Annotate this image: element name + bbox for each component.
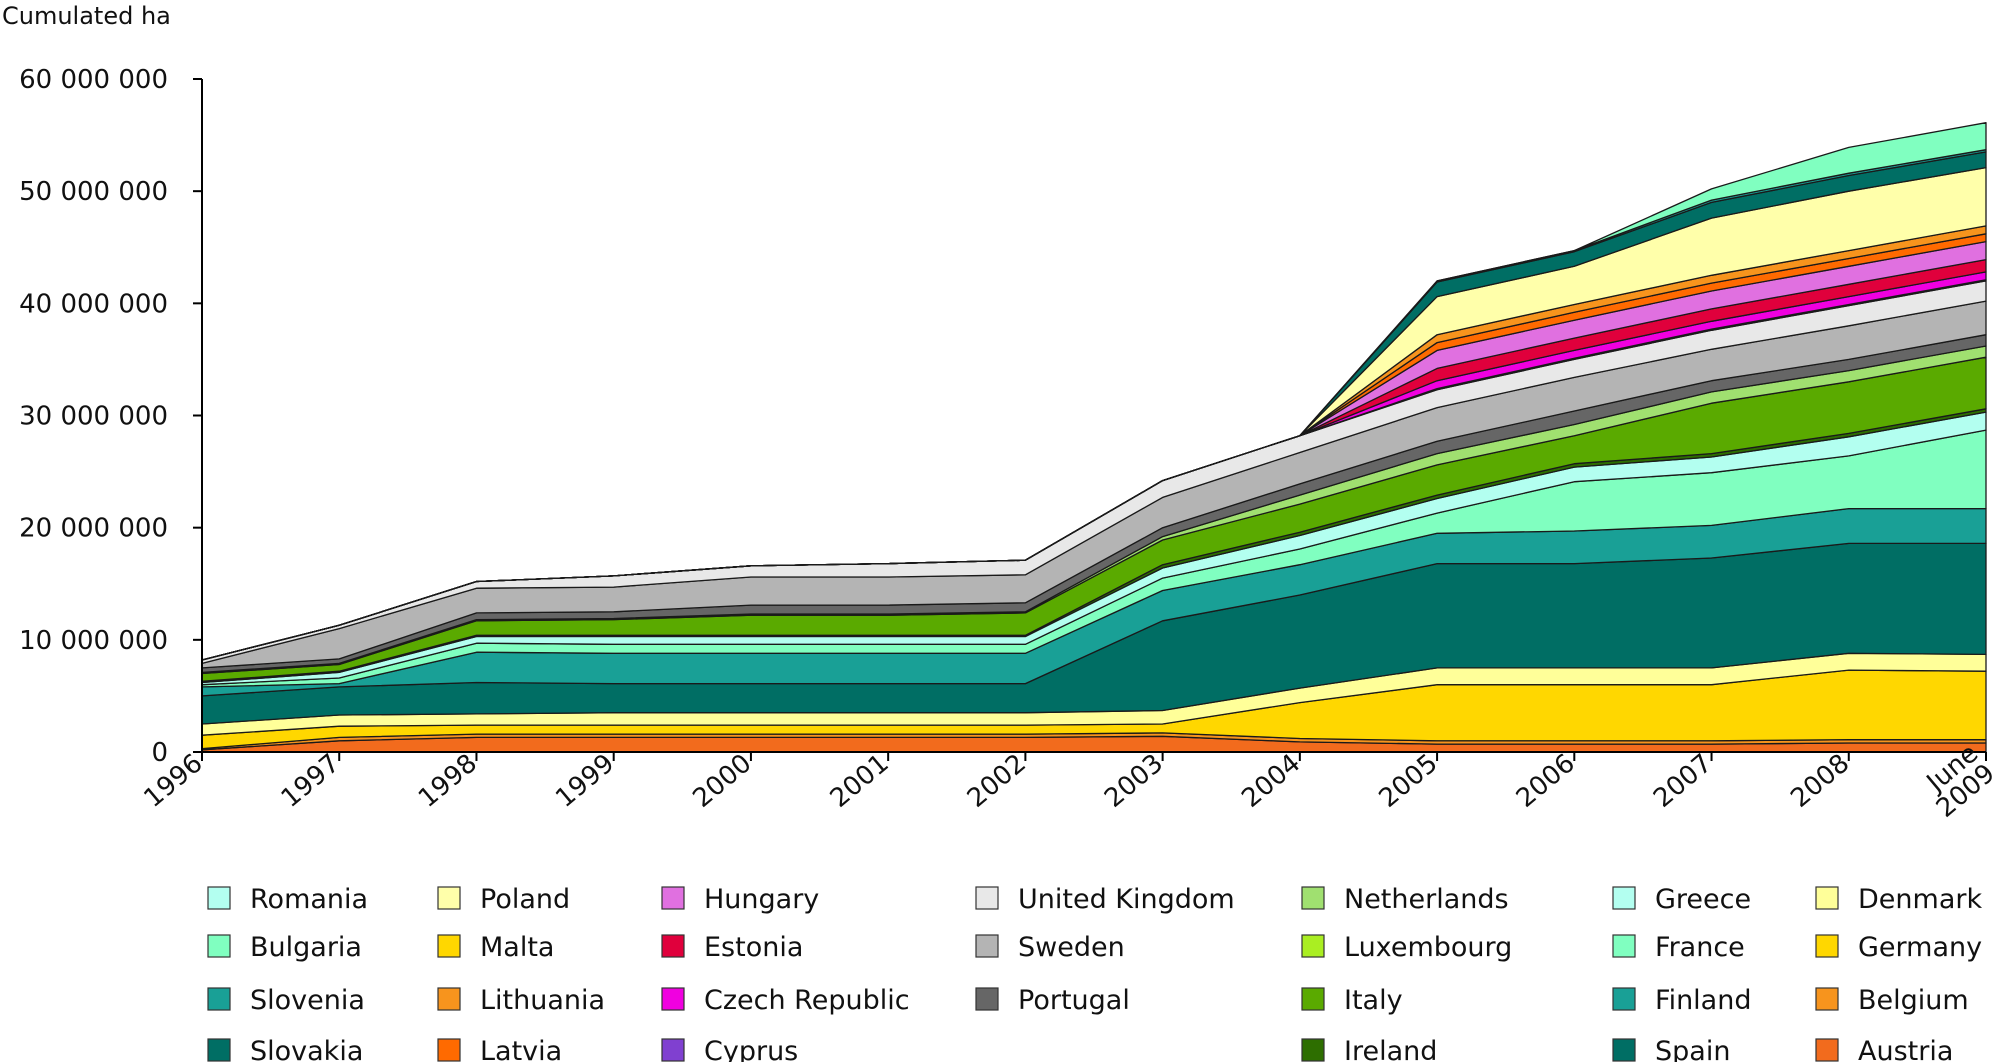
legend-label-italy: Italy [1344, 985, 1403, 1016]
x-tick-label: 2001 [825, 748, 895, 814]
legend-label-slovakia: Slovakia [250, 1036, 363, 1062]
legend-swatch-slovakia [207, 1038, 231, 1062]
legend-label-france: France [1655, 932, 1745, 963]
legend-swatch-denmark [1815, 886, 1839, 910]
y-tick-label: 60 000 000 [19, 65, 168, 95]
x-axis: 1996 1997 1998 1999 2000 2001 2002 2003 2004 2005… [139, 738, 1997, 823]
y-tick-label: 0 [151, 738, 168, 768]
legend-label-portugal: Portugal [1018, 985, 1130, 1016]
legend-swatch-slovenia [207, 987, 231, 1011]
x-tick-label: 2008 [1785, 748, 1855, 814]
legend-swatch-lithuania [437, 987, 461, 1011]
legend-swatch-italy [1301, 987, 1325, 1011]
y-tick-label: 50 000 000 [19, 177, 168, 207]
legend-swatch-finland [1612, 987, 1636, 1011]
legend-swatch-united-kingdom [975, 886, 999, 910]
legend-label-romania: Romania [250, 884, 368, 915]
y-tick-label: 30 000 000 [19, 402, 168, 432]
legend-swatch-luxembourg [1301, 934, 1325, 958]
x-tick-label: 2007 [1648, 748, 1718, 814]
x-tick-label: 2000 [687, 748, 757, 814]
legend-label-latvia: Latvia [480, 1036, 562, 1062]
legend-label-hungary: Hungary [704, 884, 819, 915]
legend-label-belgium: Belgium [1858, 985, 1969, 1016]
y-axis-title: Cumulated ha [2, 2, 171, 30]
x-tick-label: 1996 [139, 748, 209, 814]
x-tick-label: 1999 [550, 748, 620, 814]
y-tick-label: 20 000 000 [19, 514, 168, 544]
legend-label-greece: Greece [1655, 884, 1751, 915]
x-tick-label: 1997 [276, 748, 346, 814]
legend-swatch-cyprus [661, 1038, 685, 1062]
legend-label-sweden: Sweden [1018, 932, 1125, 963]
legend: Romania Bulgaria Slovenia Slovakia Poland Mal… [207, 884, 1982, 1062]
legend-label-cyprus: Cyprus [704, 1036, 798, 1062]
legend-swatch-sweden [975, 934, 999, 958]
legend-swatch-latvia [437, 1038, 461, 1062]
legend-label-estonia: Estonia [704, 932, 803, 963]
legend-swatch-czech-republic [661, 987, 685, 1011]
area-bulgaria [201, 122, 1987, 661]
legend-label-finland: Finland [1655, 985, 1751, 1016]
legend-swatch-spain [1612, 1038, 1636, 1062]
legend-swatch-france [1612, 934, 1636, 958]
x-tick-label: 1998 [413, 748, 483, 814]
legend-swatch-belgium [1815, 987, 1839, 1011]
legend-label-ireland: Ireland [1344, 1036, 1437, 1062]
legend-label-bulgaria: Bulgaria [250, 932, 362, 963]
area-layers [201, 122, 1987, 753]
legend-label-denmark: Denmark [1858, 884, 1982, 915]
legend-swatch-austria [1815, 1038, 1839, 1062]
legend-label-lithuania: Lithuania [480, 985, 605, 1016]
legend-swatch-poland [437, 886, 461, 910]
x-tick-label: 2005 [1374, 748, 1444, 814]
legend-swatch-ireland [1301, 1038, 1325, 1062]
legend-label-poland: Poland [480, 884, 570, 915]
y-tick-label: 10 000 000 [19, 626, 168, 656]
legend-label-germany: Germany [1858, 932, 1982, 963]
legend-swatch-hungary [661, 886, 685, 910]
y-tick-label: 40 000 000 [19, 289, 168, 319]
legend-label-netherlands: Netherlands [1344, 884, 1509, 915]
legend-label-malta: Malta [480, 932, 554, 963]
legend-swatch-germany [1815, 934, 1839, 958]
legend-label-austria: Austria [1858, 1036, 1953, 1062]
legend-label-spain: Spain [1655, 1036, 1730, 1062]
legend-swatch-malta [437, 934, 461, 958]
y-axis: 0 10 000 000 20 000 000 30 000 000 40 000 00… [19, 65, 203, 768]
x-tick-label: 2002 [962, 748, 1032, 814]
legend-swatch-bulgaria [207, 934, 231, 958]
legend-label-luxembourg: Luxembourg [1344, 932, 1512, 963]
legend-label-united-kingdom: United Kingdom [1018, 884, 1235, 915]
x-tick-label: 2004 [1236, 748, 1306, 814]
x-tick-label: 2006 [1511, 748, 1581, 814]
legend-swatch-greece [1612, 886, 1636, 910]
legend-label-czech-republic: Czech Republic [704, 985, 910, 1016]
legend-swatch-portugal [975, 987, 999, 1011]
legend-swatch-estonia [661, 934, 685, 958]
legend-swatch-netherlands [1301, 886, 1325, 910]
x-tick-label: 2003 [1099, 748, 1169, 814]
legend-label-slovenia: Slovenia [250, 985, 365, 1016]
legend-swatch-romania [207, 886, 231, 910]
